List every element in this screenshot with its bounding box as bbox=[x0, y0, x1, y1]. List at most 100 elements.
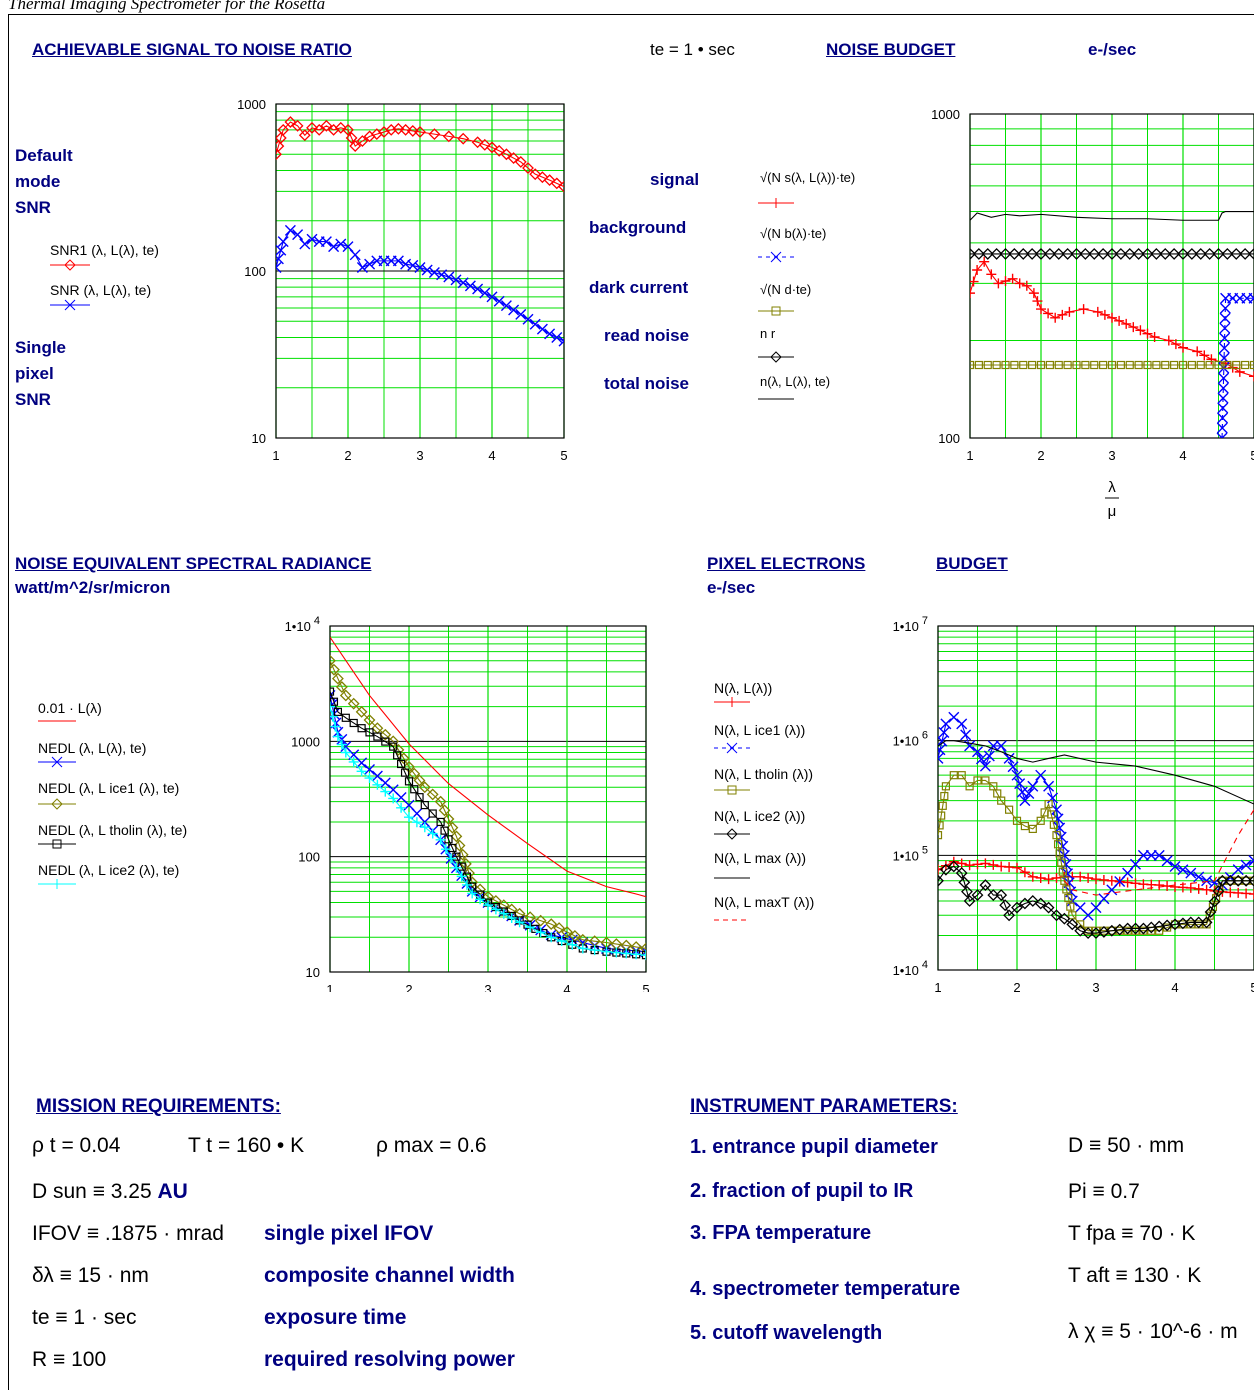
nesr-units: watt/m^2/sr/micron bbox=[15, 578, 171, 597]
series-point-2 bbox=[1161, 360, 1170, 370]
series-point-2 bbox=[330, 663, 340, 676]
series-point-0 bbox=[493, 144, 506, 157]
noise-budget-units: e-/sec bbox=[1088, 40, 1137, 59]
series-point-4 bbox=[451, 862, 462, 873]
series-point-1 bbox=[1130, 858, 1141, 870]
y-tick-label: 1•10 4 bbox=[893, 959, 928, 978]
series-point-0 bbox=[334, 121, 347, 134]
series-point-2 bbox=[1062, 885, 1071, 894]
series-point-2 bbox=[973, 776, 982, 785]
series-point-1 bbox=[551, 332, 563, 344]
series-point-3 bbox=[961, 885, 973, 898]
series-point-3 bbox=[1034, 897, 1047, 910]
series-point-3 bbox=[457, 862, 466, 871]
nesr-legend-5: NEDL (λ, L ice2 (λ), te) bbox=[38, 862, 180, 878]
series-point-4 bbox=[446, 853, 457, 864]
noise-swatch-dark bbox=[758, 306, 794, 316]
mission-D-sun-unit: AU bbox=[157, 1180, 188, 1203]
series-point-2 bbox=[434, 795, 447, 808]
x-tick-label: 1 bbox=[934, 980, 941, 995]
series-point-1 bbox=[1027, 780, 1039, 792]
series-point-0 bbox=[1032, 296, 1043, 307]
series-point-1 bbox=[1007, 761, 1019, 773]
series-point-0 bbox=[276, 140, 285, 153]
series-point-2 bbox=[1066, 902, 1075, 911]
series-point-0 bbox=[284, 116, 297, 128]
series-point-2 bbox=[970, 360, 975, 370]
series-point-1 bbox=[371, 770, 383, 782]
series-point-1 bbox=[436, 269, 448, 281]
x-tick-label: 3 bbox=[1092, 980, 1099, 995]
series-point-0 bbox=[478, 138, 491, 151]
series-point-3 bbox=[1204, 906, 1217, 918]
x-tick-label: 4 bbox=[488, 448, 495, 463]
mission-T-t: T t = 160 • K bbox=[188, 1134, 305, 1157]
series-point-3 bbox=[1058, 912, 1071, 925]
series-point-1 bbox=[938, 744, 946, 756]
noise-row-read-label: read noise bbox=[604, 326, 690, 345]
series-point-3 bbox=[531, 924, 540, 933]
series-layer bbox=[276, 116, 564, 347]
x-tick-label: 4 bbox=[563, 982, 570, 992]
series-line-0 bbox=[330, 636, 646, 898]
series-point-3 bbox=[1248, 874, 1254, 887]
series-point-2 bbox=[1152, 360, 1161, 370]
x-axis-label-top: λ bbox=[1108, 479, 1116, 496]
te-label: te = 1 • sec bbox=[650, 40, 735, 59]
series-point-4 bbox=[330, 721, 341, 732]
series-point-2 bbox=[442, 813, 455, 825]
series-point-0 bbox=[1249, 371, 1254, 382]
series-line-3 bbox=[938, 865, 1254, 934]
series-point-2 bbox=[983, 360, 992, 370]
series-point-3 bbox=[452, 852, 461, 861]
series-point-2 bbox=[1134, 360, 1143, 370]
series-point-3 bbox=[1200, 916, 1213, 929]
series-point-3 bbox=[1230, 247, 1243, 260]
series-point-0 bbox=[1107, 312, 1117, 323]
nesr-legend-3-swatch bbox=[38, 798, 76, 810]
series-point-3 bbox=[365, 728, 374, 737]
series-point-0 bbox=[980, 858, 991, 869]
series-point-3 bbox=[1159, 247, 1172, 260]
pixel-legend-4: N(λ, L ice2 (λ)) bbox=[714, 808, 806, 824]
series-point-1 bbox=[1219, 302, 1231, 314]
series-point-3 bbox=[1212, 885, 1225, 898]
series-point-4 bbox=[411, 817, 422, 828]
series-point-0 bbox=[993, 278, 1004, 289]
series-point-3 bbox=[999, 899, 1012, 912]
x-tick-label: 5 bbox=[642, 982, 649, 992]
series-point-0 bbox=[1043, 874, 1054, 885]
series-point-0 bbox=[471, 136, 484, 149]
series-point-2 bbox=[1036, 816, 1045, 825]
mission-dlambda-desc: composite channel width bbox=[264, 1264, 515, 1287]
series-point-0 bbox=[1021, 280, 1032, 291]
series-point-2 bbox=[938, 831, 943, 840]
series-point-1 bbox=[1014, 778, 1026, 790]
series-point-1 bbox=[392, 255, 404, 267]
series-point-1 bbox=[940, 718, 952, 730]
series-point-2 bbox=[418, 781, 431, 794]
series-point-2 bbox=[1187, 360, 1196, 370]
series-point-4 bbox=[535, 927, 546, 938]
series-point-3 bbox=[1074, 924, 1087, 937]
series-point-2 bbox=[355, 705, 368, 718]
series-point-2 bbox=[1208, 902, 1218, 912]
series-point-0 bbox=[486, 141, 498, 154]
series-point-4 bbox=[348, 756, 359, 767]
series-point-1 bbox=[529, 318, 541, 330]
y-tick-label: 1•10 5 bbox=[893, 844, 928, 863]
series-point-1 bbox=[1193, 871, 1205, 883]
page-title: Thermal Imaging Spectrometer for the Ros… bbox=[8, 0, 326, 13]
series-point-4 bbox=[404, 812, 414, 823]
series-point-0 bbox=[1249, 889, 1254, 900]
nesr-legend-4-swatch bbox=[38, 839, 76, 849]
mission-rho-t: ρ t = 0.04 bbox=[32, 1134, 121, 1157]
series-point-0 bbox=[529, 168, 542, 181]
series-point-1 bbox=[276, 253, 284, 265]
series-point-1 bbox=[995, 740, 1007, 752]
nesr-legend-1-swatch bbox=[38, 720, 76, 722]
series-point-2 bbox=[1010, 360, 1019, 370]
series-point-2 bbox=[1090, 360, 1099, 370]
series-point-0 bbox=[1092, 306, 1103, 317]
